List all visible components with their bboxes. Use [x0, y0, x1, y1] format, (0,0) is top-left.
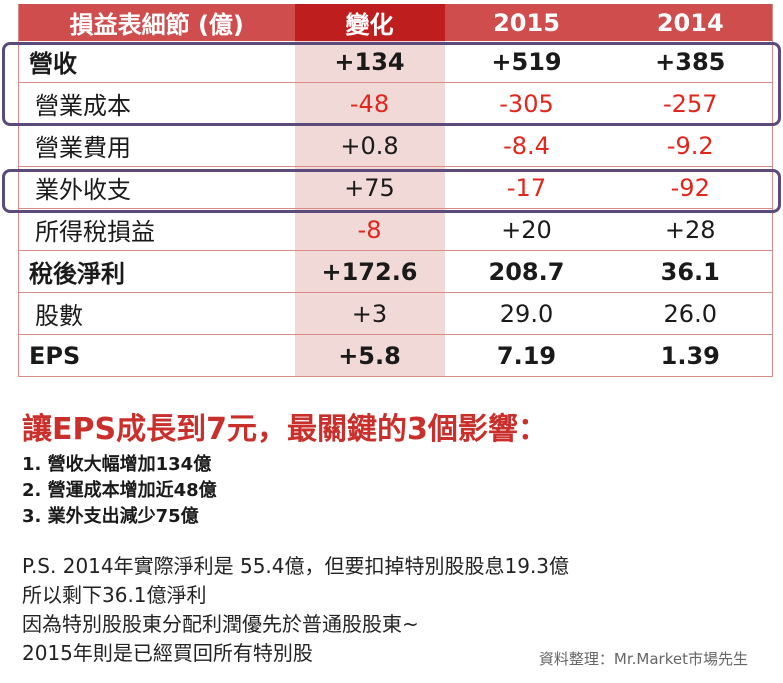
table-row: 營業費用 +0.8 -8.4 -9.2	[18, 124, 773, 167]
list-item: 3. 業外支出減少75億	[22, 506, 199, 527]
value-2015-cell: 208.7	[444, 250, 609, 293]
value-2015-cell: +519	[444, 41, 609, 83]
value-2015-cell: 7.19	[444, 334, 609, 377]
table-row: 營業成本 -48 -305 -257	[18, 82, 773, 125]
row-label: 營業成本	[18, 82, 295, 125]
header-2014: 2014	[608, 4, 773, 41]
value-2015-cell: +20	[444, 208, 609, 251]
table-row: 股數 +3 29.0 26.0	[18, 292, 773, 335]
income-statement-table: 損益表細節 (億) 變化 2015 2014 營收 +134 +519 +385…	[18, 4, 773, 377]
key-factors-list: 1. 營收大幅增加134億 2. 營運成本增加近48億 3. 業外支出減少75億	[22, 452, 217, 530]
note-line: 2015年則是已經買回所有特別股	[22, 641, 313, 665]
value-2015-cell: 29.0	[444, 292, 609, 335]
row-label: 營業費用	[18, 124, 295, 167]
source-credit: 資料整理：Mr.Market市場先生	[538, 650, 748, 668]
row-label: 稅後淨利	[18, 250, 295, 293]
note-line: 所以剩下36.1億淨利	[22, 583, 207, 607]
change-cell: +3	[294, 292, 445, 335]
value-2014-cell: 26.0	[608, 292, 773, 335]
change-cell: -8	[294, 208, 445, 251]
change-cell: +172.6	[294, 250, 445, 293]
header-item: 損益表細節 (億)	[18, 4, 295, 41]
value-2014-cell: -257	[608, 82, 773, 125]
header-change: 變化	[294, 4, 445, 41]
row-label: EPS	[18, 334, 295, 377]
postscript-notes: P.S. 2014年實際淨利是 55.4億，但要扣掉特別股股息19.3億 所以剩…	[22, 552, 569, 668]
change-cell: +134	[294, 41, 445, 83]
table-row: 營收 +134 +519 +385	[18, 41, 773, 83]
note-line: P.S. 2014年實際淨利是 55.4億，但要扣掉特別股股息19.3億	[22, 554, 570, 578]
table-row: EPS +5.8 7.19 1.39	[18, 334, 773, 377]
change-cell: +0.8	[294, 124, 445, 167]
value-2014-cell: -9.2	[608, 124, 773, 167]
value-2014-cell: -92	[608, 166, 773, 209]
value-2015-cell: -8.4	[444, 124, 609, 167]
row-label: 營收	[18, 41, 295, 83]
change-cell: +75	[294, 166, 445, 209]
revenue-cost-highlight-box	[2, 42, 781, 126]
table-header-row: 損益表細節 (億) 變化 2015 2014	[18, 4, 773, 41]
list-item: 2. 營運成本增加近48億	[22, 480, 217, 501]
non-operating-highlight-box	[2, 169, 781, 213]
value-2014-cell: 1.39	[608, 334, 773, 377]
row-label: 業外收支	[18, 166, 295, 209]
table-row: 稅後淨利 +172.6 208.7 36.1	[18, 250, 773, 293]
value-2015-cell: -305	[444, 82, 609, 125]
value-2014-cell: 36.1	[608, 250, 773, 293]
table-row: 所得稅損益 -8 +20 +28	[18, 208, 773, 251]
value-2014-cell: +385	[608, 41, 773, 83]
change-cell: +5.8	[294, 334, 445, 377]
table-row: 業外收支 +75 -17 -92	[18, 166, 773, 209]
list-item: 1. 營收大幅增加134億	[22, 454, 212, 475]
note-line: 因為特別股股東分配利潤優先於普通股股東~	[22, 612, 419, 636]
change-cell: -48	[294, 82, 445, 125]
header-2015: 2015	[444, 4, 609, 41]
value-2015-cell: -17	[444, 166, 609, 209]
key-factors-heading: 讓EPS成長到7元，最關鍵的3個影響：	[22, 412, 548, 447]
row-label: 股數	[18, 292, 295, 335]
row-label: 所得稅損益	[18, 208, 295, 251]
value-2014-cell: +28	[608, 208, 773, 251]
